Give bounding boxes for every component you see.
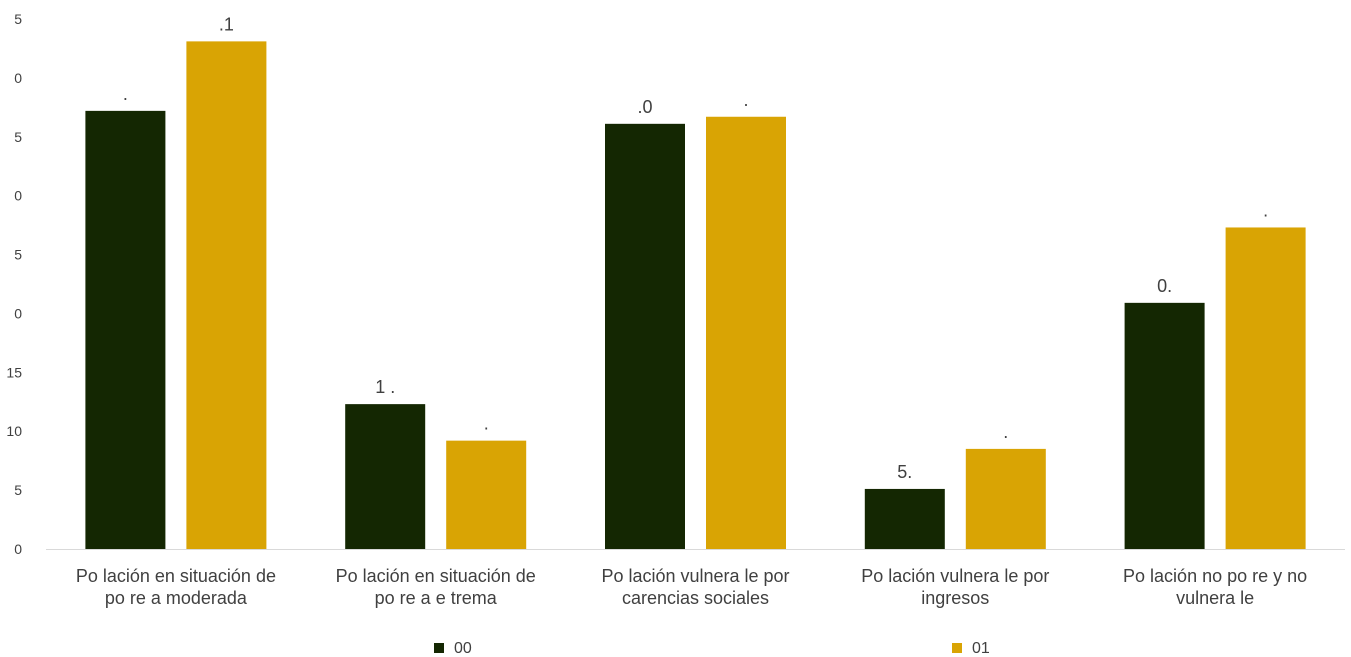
y-tick-label: 0 xyxy=(14,305,22,321)
data-label: 0. xyxy=(1157,276,1172,296)
data-label: 5. xyxy=(897,462,912,482)
bar xyxy=(864,488,945,549)
data-labels-group: ..11 ...0.5..0.. xyxy=(123,14,1268,482)
category-label: po re a moderada xyxy=(105,588,248,608)
bar xyxy=(1124,302,1205,549)
y-tick-label: 10 xyxy=(6,423,22,439)
category-label: Po lación en situación de xyxy=(76,566,276,586)
bar xyxy=(605,123,685,550)
bar xyxy=(1225,227,1306,549)
y-tick-label: 15 xyxy=(6,364,22,380)
data-label: . xyxy=(1263,200,1268,220)
category-label: vulnera le xyxy=(1176,588,1254,608)
data-label: .0 xyxy=(637,97,652,117)
category-label: carencias sociales xyxy=(622,588,769,608)
bar xyxy=(186,41,267,549)
y-tick-label: 5 xyxy=(14,129,22,145)
bar xyxy=(446,440,527,549)
category-label: Po lación vulnera le por xyxy=(601,566,789,586)
y-tick-label: 5 xyxy=(14,482,22,498)
data-label: . xyxy=(1003,422,1008,442)
bars-group xyxy=(85,41,1306,550)
data-label: . xyxy=(484,414,489,434)
category-label: Po lación no po re y no xyxy=(1123,566,1307,586)
legend-swatch xyxy=(434,643,444,653)
bar xyxy=(85,110,166,549)
y-tick-label: 0 xyxy=(14,70,22,86)
data-label: 1 . xyxy=(375,377,395,397)
bar xyxy=(345,404,426,549)
y-tick-label: 0 xyxy=(14,541,22,557)
data-label: . xyxy=(123,84,128,104)
y-tick-label: 0 xyxy=(14,188,22,204)
y-axis: 0 5 10 15 0 5 0 5 0 5 xyxy=(6,11,22,557)
legend-label: 01 xyxy=(972,640,990,657)
data-label: . xyxy=(743,90,748,110)
category-label: po re a e trema xyxy=(375,588,498,608)
category-label: Po lación vulnera le por xyxy=(861,566,1049,586)
legend-label: 00 xyxy=(454,640,472,657)
bar xyxy=(706,116,786,549)
data-label: .1 xyxy=(219,14,234,34)
category-label: Po lación en situación de xyxy=(336,566,536,586)
y-tick-label: 5 xyxy=(14,11,22,27)
bar xyxy=(965,448,1046,549)
legend-swatch xyxy=(952,643,962,653)
y-tick-label: 5 xyxy=(14,247,22,263)
category-label: ingresos xyxy=(921,588,989,608)
legend: 00 01 xyxy=(434,640,990,657)
